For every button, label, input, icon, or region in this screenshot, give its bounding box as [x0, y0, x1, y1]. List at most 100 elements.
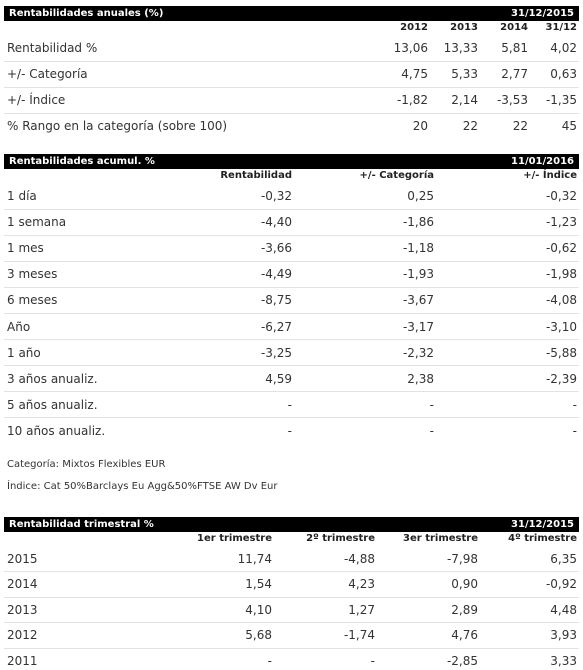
- table-cell: 3,93: [480, 622, 579, 649]
- table-cell: 5,81: [480, 35, 530, 62]
- index-note: Índice: Cat 50%Barclays Eu Agg&50%FTSE A…: [7, 481, 278, 492]
- row-label: % Rango en la categoría (sobre 100): [7, 119, 228, 134]
- table-cell: -5,88: [436, 339, 579, 367]
- column-header: 31/12: [545, 22, 577, 33]
- table-row: Rentabilidad % 13,06 13,33 5,81 4,02: [4, 35, 579, 62]
- table-row: 2015 11,74 -4,88 -7,98 6,35: [4, 546, 579, 572]
- annual-returns-header-bar: Rentabilidades anuales (%) 31/12/2015: [4, 6, 579, 21]
- table-row: 2012 5,68 -1,74 4,76 3,93: [4, 622, 579, 649]
- column-header: 2º trimestre: [306, 533, 375, 544]
- table-cell: -4,88: [274, 546, 377, 572]
- table-header-row: 1er trimestre 2º trimestre 3er trimestre…: [4, 532, 579, 546]
- column-header: 1er trimestre: [197, 533, 272, 544]
- table-cell: 20: [412, 119, 428, 134]
- table-cell: -0,92: [480, 571, 579, 598]
- row-label: 3 años anualiz.: [4, 365, 154, 393]
- row-label: 1 semana: [4, 209, 154, 236]
- table-cell: -1,74: [274, 622, 377, 649]
- table-cell: -7,98: [377, 546, 480, 572]
- row-label: +/- Índice: [4, 87, 304, 114]
- table-cell: -: [154, 391, 294, 419]
- table-cell: -: [436, 391, 579, 419]
- table-cell: 4,59: [154, 365, 294, 393]
- row-label: 2011: [7, 654, 38, 668]
- table-cell: 4,02: [530, 35, 579, 62]
- table-row: 1 mes -3,66 -1,18 -0,62: [4, 235, 579, 262]
- section-date: 11/01/2016: [511, 156, 574, 167]
- quarterly-returns-section: Rentabilidad trimestral % 31/12/2015 1er…: [4, 517, 579, 670]
- table-cell: 2,14: [430, 87, 480, 114]
- table-cell: -1,35: [530, 87, 579, 114]
- table-cell: -8,75: [154, 287, 294, 314]
- table-cell: 11,74: [169, 546, 274, 572]
- table-cell: -: [294, 391, 436, 419]
- table-row: 1 semana -4,40 -1,86 -1,23: [4, 209, 579, 236]
- column-header: +/- Índice: [523, 170, 577, 181]
- table-cell: -: [287, 424, 292, 439]
- table-cell: 4,48: [480, 597, 579, 623]
- column-header: +/- Categoría: [359, 170, 434, 181]
- table-cell: 22: [512, 119, 528, 134]
- row-label: 5 años anualiz.: [4, 391, 154, 419]
- table-header-row: 2012 2013 2014 31/12: [4, 21, 579, 35]
- table-cell: 2,89: [377, 597, 480, 623]
- row-label: 1 mes: [4, 235, 154, 262]
- annual-returns-table: 2012 2013 2014 31/12 Rentabilidad % 13,06…: [4, 21, 579, 139]
- row-label: 2014: [4, 571, 169, 598]
- table-cell: -1,86: [294, 209, 436, 236]
- quarterly-returns-table: 1er trimestre 2º trimestre 3er trimestre…: [4, 532, 579, 670]
- table-cell: 5,33: [430, 61, 480, 88]
- table-cell: -2,32: [294, 339, 436, 367]
- table-row: 3 años anualiz. 4,59 2,38 -2,39: [4, 365, 579, 393]
- row-label: Rentabilidad %: [4, 35, 304, 62]
- column-header: 2014: [500, 22, 528, 33]
- table-row: 6 meses -8,75 -3,67 -4,08: [4, 287, 579, 314]
- row-label: 1 día: [4, 183, 154, 210]
- table-cell: 5,68: [169, 622, 274, 649]
- section-title: Rentabilidad trimestral %: [9, 519, 154, 530]
- row-label: 2015: [4, 546, 169, 572]
- row-label: 2012: [4, 622, 169, 649]
- table-row: 10 años anualiz. - - -: [4, 418, 579, 444]
- table-row: % Rango en la categoría (sobre 100) 20 22 2…: [4, 113, 579, 139]
- column-header: 2012: [400, 22, 428, 33]
- row-label: 3 meses: [4, 261, 154, 288]
- section-title: Rentabilidades acumul. %: [9, 156, 155, 167]
- table-cell: -3,67: [294, 287, 436, 314]
- table-row: 1 día -0,32 0,25 -0,32: [4, 183, 579, 210]
- table-cell: -2,39: [436, 365, 579, 393]
- table-cell: -0,32: [154, 183, 294, 210]
- table-row: 5 años anualiz. - - -: [4, 391, 579, 419]
- category-note: Categoría: Mixtos Flexibles EUR: [7, 459, 166, 470]
- row-label: Año: [4, 313, 154, 341]
- table-cell: 3,33: [550, 654, 577, 668]
- table-cell: -1,18: [294, 235, 436, 262]
- table-cell: 0,90: [377, 571, 480, 598]
- table-cell: -: [429, 424, 434, 439]
- table-cell: 45: [561, 119, 577, 134]
- table-cell: 13,06: [304, 35, 430, 62]
- column-header: 2013: [450, 22, 478, 33]
- table-cell: 22: [462, 119, 478, 134]
- annual-returns-section: Rentabilidades anuales (%) 31/12/2015 20…: [4, 6, 579, 139]
- row-label: 1 año: [4, 339, 154, 367]
- table-cell: -: [370, 654, 375, 668]
- table-cell: -3,25: [154, 339, 294, 367]
- table-row: +/- Índice -1,82 2,14 -3,53 -1,35: [4, 87, 579, 114]
- row-label: 2013: [4, 597, 169, 623]
- table-cell: -1,23: [436, 209, 579, 236]
- table-row: +/- Categoría 4,75 5,33 2,77 0,63: [4, 61, 579, 88]
- table-cell: -4,08: [436, 287, 579, 314]
- table-cell: -3,10: [436, 313, 579, 341]
- table-cell: -2,85: [446, 654, 478, 668]
- table-cell: -1,93: [294, 261, 436, 288]
- table-cell: 2,38: [294, 365, 436, 393]
- table-cell: 4,75: [304, 61, 430, 88]
- table-header-row: Rentabilidad +/- Categoría +/- Índice: [4, 169, 579, 183]
- column-header: 4º trimestre: [508, 533, 577, 544]
- table-cell: -: [267, 654, 272, 668]
- table-cell: -4,49: [154, 261, 294, 288]
- table-cell: 2,77: [480, 61, 530, 88]
- column-header: 3er trimestre: [403, 533, 478, 544]
